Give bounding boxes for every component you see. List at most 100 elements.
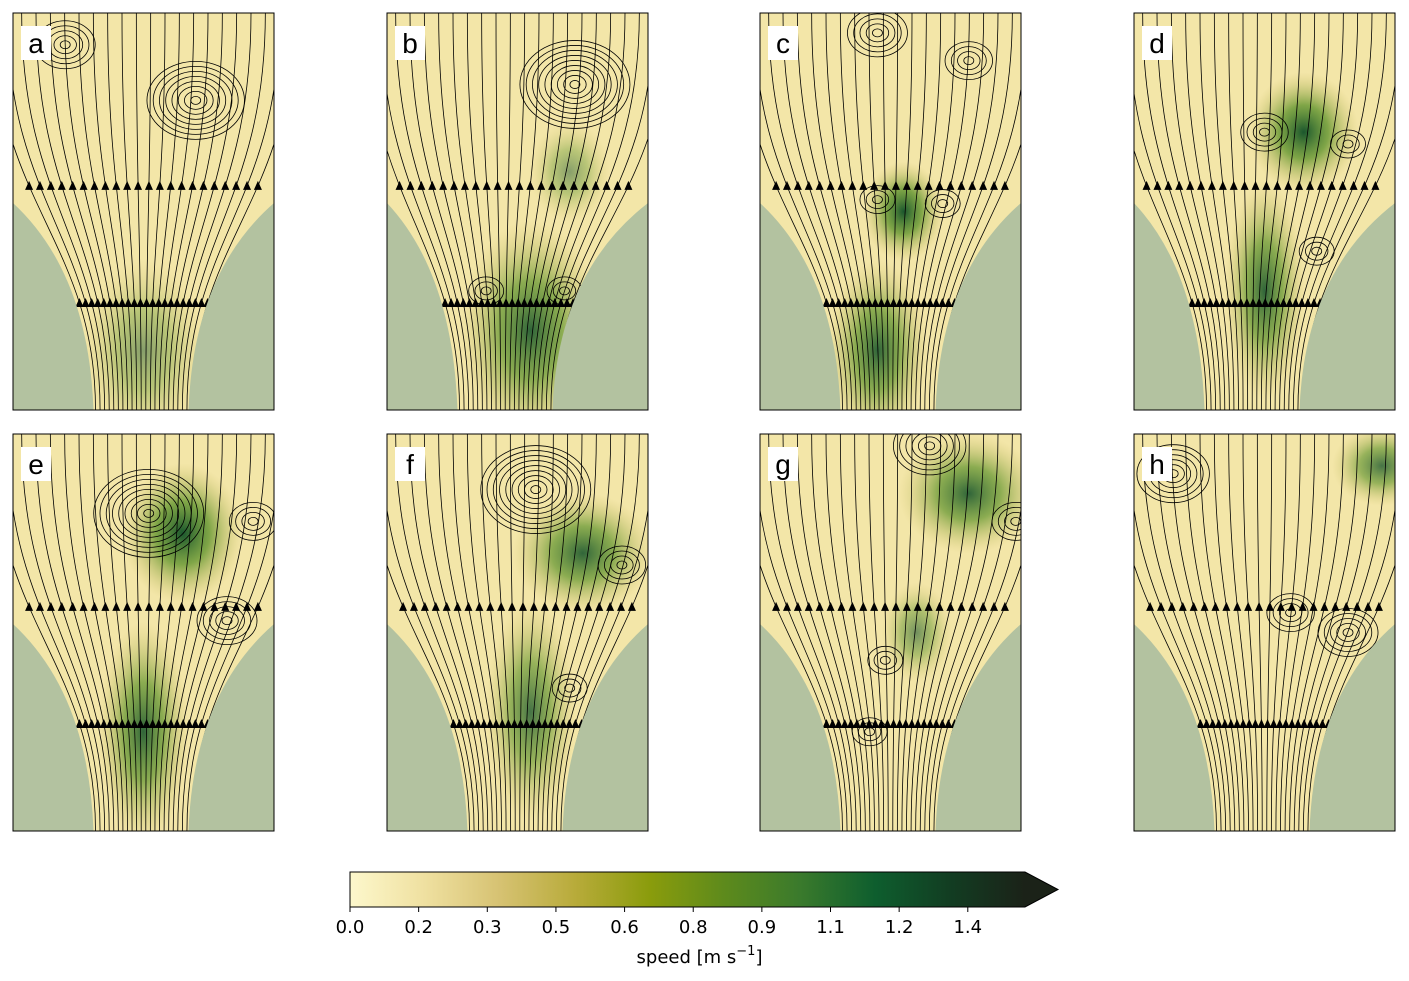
streamline-arrow	[124, 718, 133, 728]
streamline-arrow	[938, 718, 947, 728]
streamline	[504, 13, 511, 410]
streamline-arrow	[68, 180, 77, 190]
panel-label-box	[21, 26, 51, 60]
streamline-arrow	[1284, 180, 1293, 190]
streamline-arrow	[1000, 180, 1009, 190]
streamline-arrow	[569, 180, 578, 190]
streamline	[168, 434, 223, 831]
streamline-arrow	[540, 718, 549, 728]
streamline	[49, 434, 115, 831]
streamline-arrow	[1208, 718, 1217, 728]
streamline-arrow	[834, 718, 843, 728]
streamline-arrow	[624, 180, 633, 190]
vortex	[853, 13, 902, 53]
streamline	[1283, 13, 1359, 410]
streamline	[177, 434, 252, 831]
streamline-arrow	[1211, 601, 1220, 611]
streamline	[121, 13, 138, 410]
streamline	[541, 13, 626, 410]
streamline-arrow	[772, 601, 781, 611]
panel-frame	[386, 433, 649, 832]
streamline-arrow	[99, 297, 108, 307]
streamline	[64, 434, 119, 831]
streamline-arrow	[112, 180, 121, 190]
streamline-arrow	[35, 180, 44, 190]
streamline-arrow	[891, 601, 900, 611]
streamline-arrow	[1236, 297, 1245, 307]
streamline	[523, 13, 569, 410]
streamline-arrow	[840, 297, 849, 307]
streamline-arrow	[518, 601, 527, 611]
streamline	[78, 434, 124, 831]
tick-label: 0.6	[610, 917, 639, 938]
streamline-arrow	[1255, 601, 1264, 611]
vortex	[524, 480, 548, 499]
speed-field	[485, 601, 576, 822]
streamline-arrow	[1360, 180, 1369, 190]
streamline	[1213, 434, 1249, 831]
vortex	[1004, 511, 1021, 531]
streamline-arrow	[871, 297, 880, 307]
tick-label: 0.9	[748, 917, 777, 938]
streamline	[796, 13, 862, 410]
streamline-arrow	[793, 180, 802, 190]
streamline-arrow	[188, 180, 197, 190]
streamline	[135, 13, 142, 410]
streamline-arrow	[486, 601, 495, 611]
tick-label: 1.2	[885, 917, 914, 938]
streamline-arrow	[166, 718, 175, 728]
streamline-arrow	[35, 601, 44, 611]
streamline	[1256, 434, 1263, 831]
streamline-arrow	[822, 297, 831, 307]
streamline	[536, 13, 612, 410]
panel: g	[759, 433, 1022, 832]
streamline-arrow	[1197, 180, 1206, 190]
vortex	[616, 560, 628, 570]
panel-label: e	[28, 449, 44, 480]
vortex	[924, 189, 961, 218]
streamline	[825, 434, 871, 831]
streamline-arrow	[606, 601, 615, 611]
streamline-arrow	[124, 297, 133, 307]
panel-label: c	[776, 28, 790, 59]
streamline-arrow	[459, 297, 468, 307]
streamline-arrow	[1262, 180, 1271, 190]
vortex	[867, 645, 904, 675]
streamline	[868, 13, 885, 410]
streamline-arrow	[464, 601, 473, 611]
streamline	[481, 13, 497, 410]
streamline-arrow	[551, 601, 560, 611]
streamline-arrow	[547, 718, 556, 728]
streamline-arrow	[901, 297, 910, 307]
streamline	[919, 13, 985, 410]
vortex	[905, 434, 954, 466]
streamline	[901, 13, 927, 410]
speed-field	[83, 260, 204, 410]
streamline-arrow	[1233, 601, 1242, 611]
streamline	[1142, 434, 1227, 831]
colorbar-extension	[1025, 872, 1058, 907]
obstacle	[1134, 203, 1205, 410]
obstacle	[387, 624, 468, 831]
speed-field	[881, 582, 952, 683]
streamline	[555, 434, 640, 831]
vortex	[1298, 236, 1335, 266]
streamline	[896, 13, 913, 410]
streamline-arrow	[1196, 718, 1205, 728]
streamline	[387, 507, 475, 831]
streamline	[868, 434, 885, 831]
vortex	[165, 75, 227, 125]
streamline-arrow	[1275, 718, 1284, 728]
streamline-arrow	[93, 718, 102, 728]
streamline	[186, 86, 274, 410]
streamline	[21, 434, 106, 831]
streamline	[1199, 13, 1235, 410]
streamline	[906, 13, 942, 410]
streamline	[854, 434, 880, 831]
streamline	[1156, 434, 1231, 831]
streamline	[159, 13, 195, 410]
streamline-arrow	[877, 718, 886, 728]
streamline-arrow	[497, 601, 506, 611]
streamline	[892, 434, 899, 831]
